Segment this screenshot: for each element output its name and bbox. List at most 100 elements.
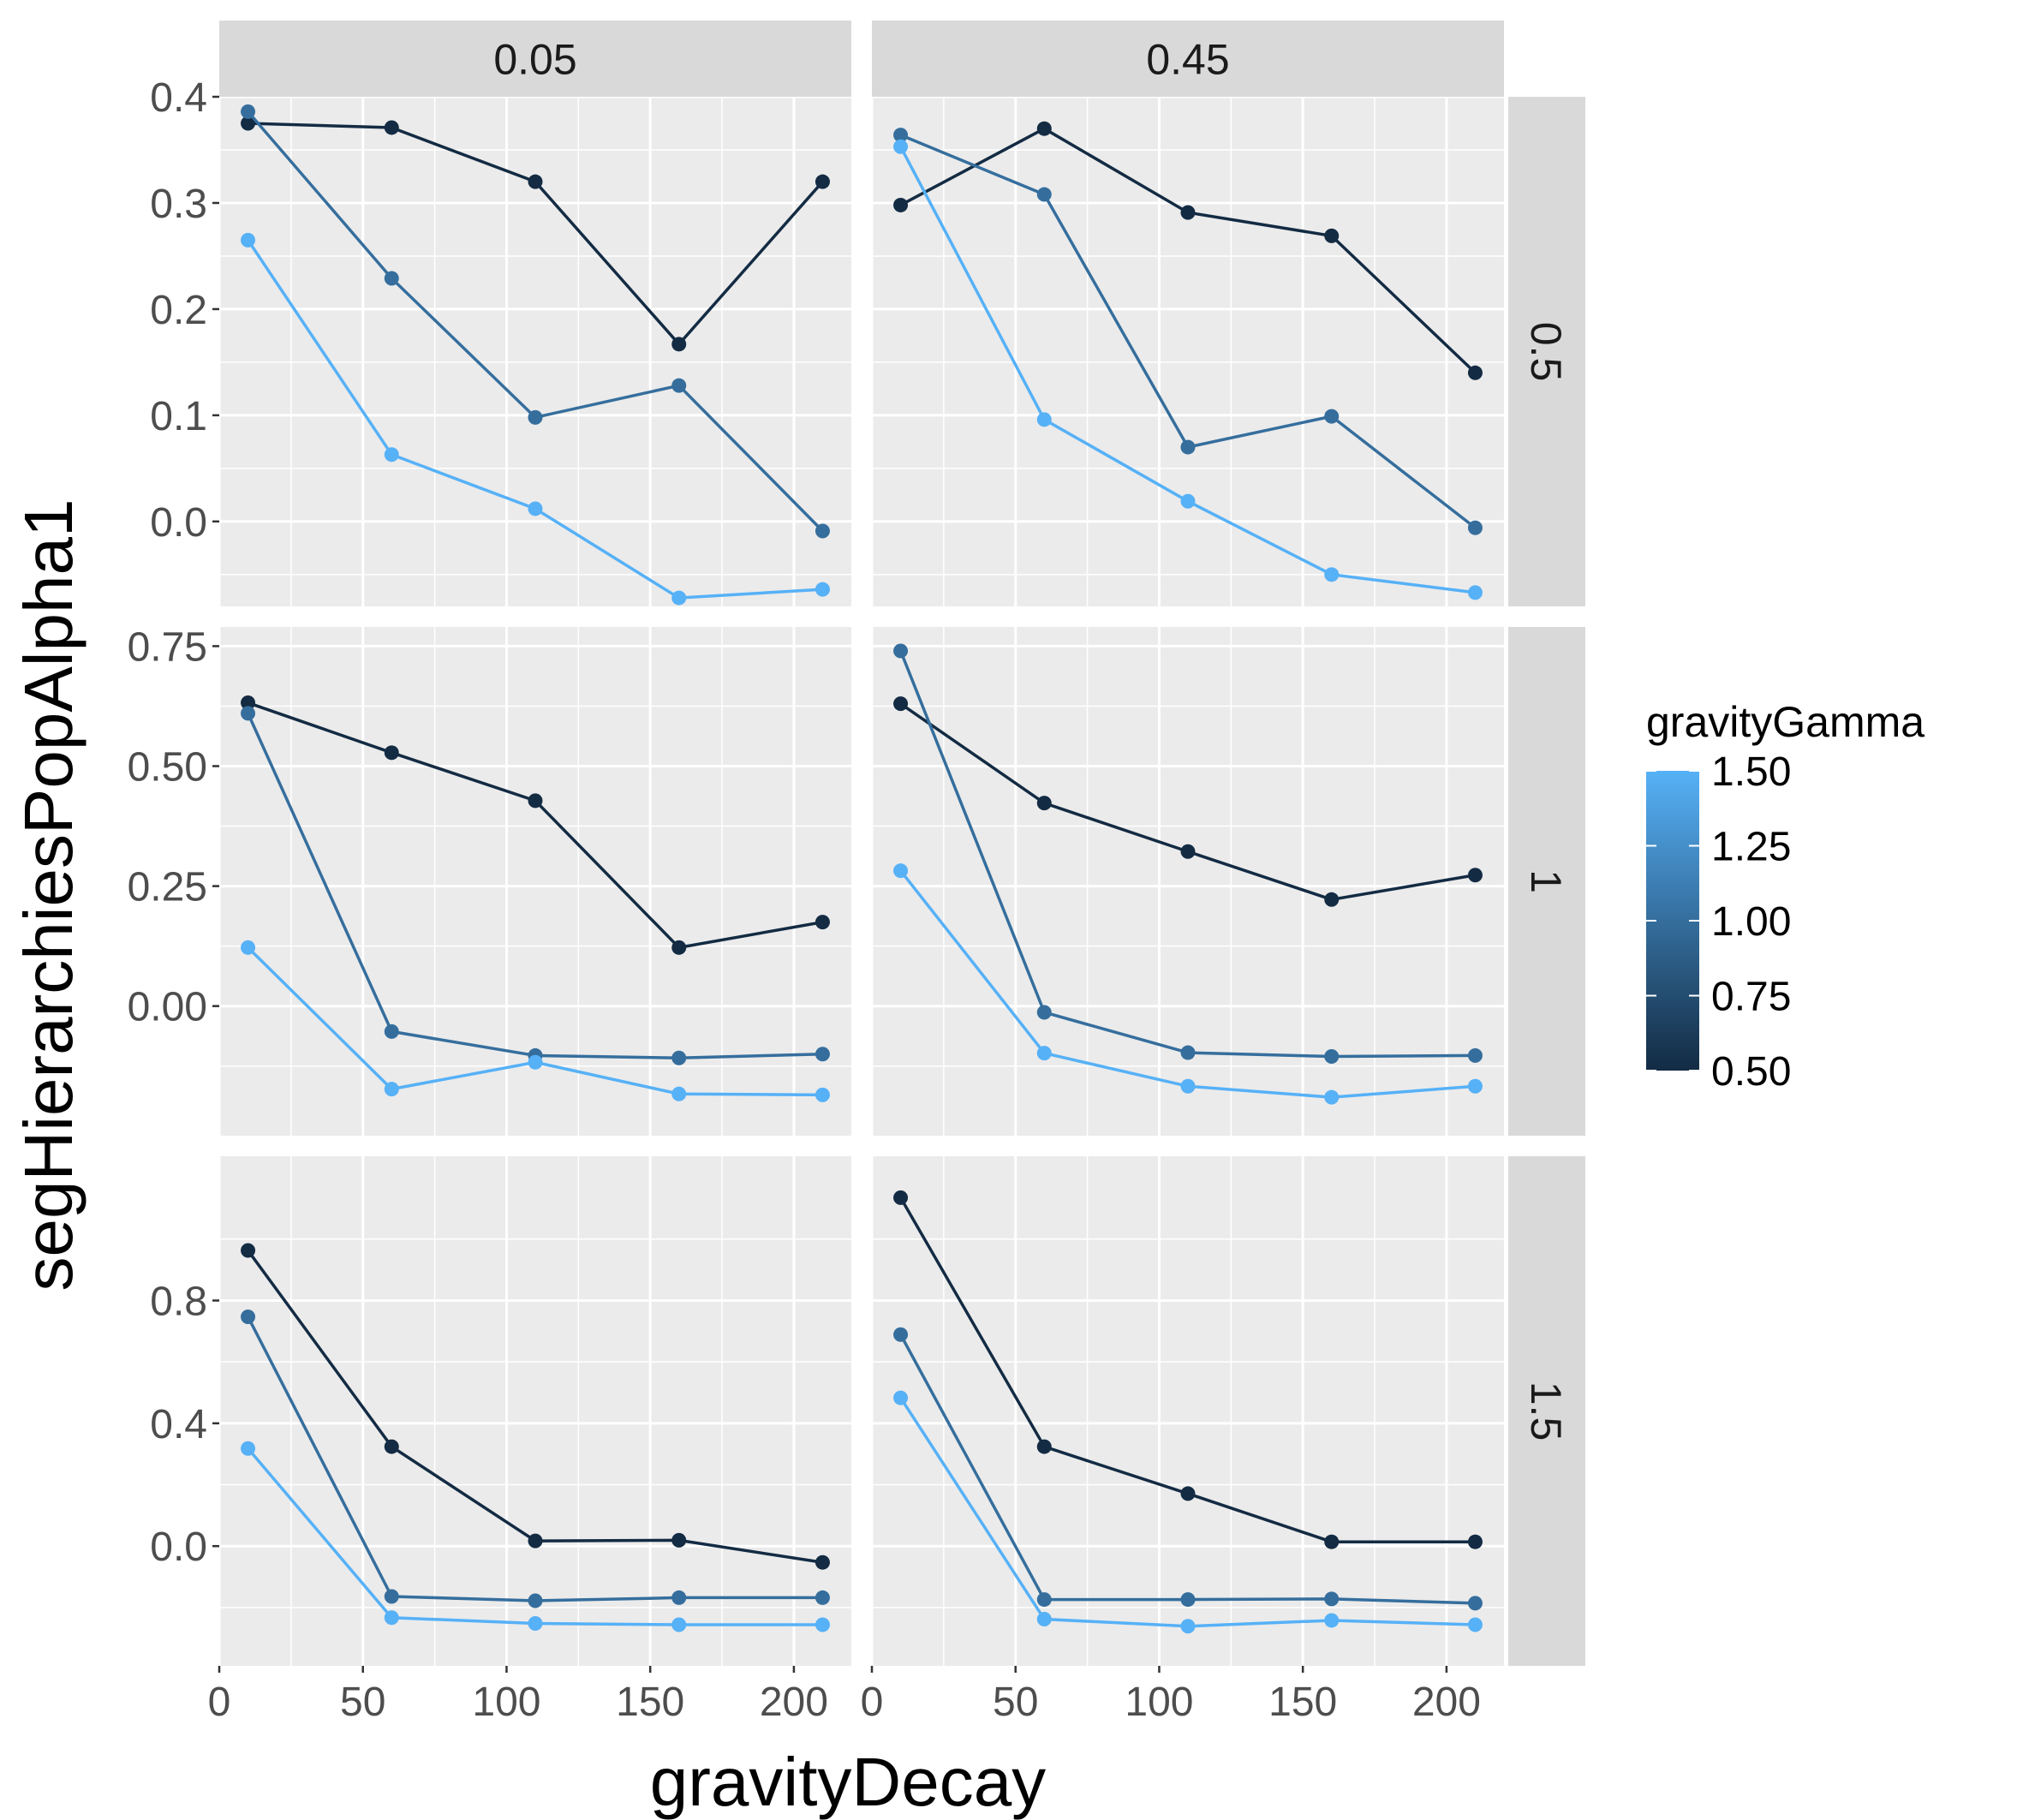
data-point: [1324, 1613, 1340, 1628]
data-point: [1467, 585, 1483, 600]
axes: 0.0 0.1 0.2 0.3 0.4 0.00 0.25 0.50 0.75 0.0 0.4 0.8…: [128, 75, 1481, 1725]
legend-break-label: 1.00: [1711, 899, 1791, 945]
y-tick-label: 0.0: [150, 1525, 207, 1570]
data-point: [241, 1441, 256, 1456]
data-point: [815, 1087, 830, 1102]
data-point: [1467, 868, 1483, 883]
data-point: [1467, 520, 1483, 535]
data-point: [815, 523, 830, 539]
data-point: [815, 1590, 830, 1605]
y-tick-label: 0.2: [150, 288, 207, 333]
x-tick-label: 50: [993, 1680, 1038, 1725]
y-tick-label: 0.8: [150, 1279, 207, 1324]
data-point: [241, 1309, 256, 1324]
data-point: [893, 863, 909, 879]
x-tick-label: 100: [1125, 1680, 1193, 1725]
data-point: [1324, 1534, 1340, 1549]
panel-background: [872, 1156, 1504, 1666]
right-strip-background: [1508, 97, 1585, 606]
data-point: [893, 128, 909, 143]
data-point: [671, 1617, 687, 1632]
panel-0-1: [218, 627, 851, 1136]
right-strip-background: [1508, 627, 1585, 1136]
data-point: [384, 1610, 399, 1626]
data-point: [671, 1590, 687, 1605]
data-point: [1180, 1078, 1196, 1094]
data-point: [1180, 205, 1196, 220]
data-point: [1180, 493, 1196, 509]
data-point: [671, 337, 687, 352]
data-point: [1036, 1612, 1052, 1627]
data-point: [1180, 439, 1196, 455]
x-tick-label: 200: [760, 1680, 828, 1725]
data-point: [893, 1327, 909, 1342]
data-point: [384, 1082, 399, 1097]
data-point: [893, 139, 909, 154]
y-tick-label: 0.4: [150, 1402, 207, 1447]
y-tick-label: 0.1: [150, 394, 207, 439]
y-tick-label: 0.25: [128, 865, 207, 910]
data-point: [1467, 1078, 1483, 1094]
data-point: [893, 197, 909, 212]
data-point: [1180, 1486, 1196, 1501]
legend-title: gravityGamma: [1646, 698, 1925, 746]
y-tick-label: 0.0: [150, 500, 207, 546]
data-point: [815, 174, 830, 189]
data-point: [1036, 1046, 1052, 1061]
legend-break-label: 0.50: [1711, 1049, 1791, 1095]
right-strip-background: [1508, 1156, 1585, 1666]
data-point: [528, 409, 543, 425]
data-point: [671, 378, 687, 393]
data-point: [528, 1054, 543, 1070]
data-point: [1467, 1047, 1483, 1063]
data-point: [815, 1047, 830, 1062]
facet-panels: [218, 95, 1504, 1666]
data-point: [1324, 1049, 1340, 1065]
data-point: [241, 940, 256, 955]
panel-background: [872, 97, 1504, 606]
x-tick-label: 150: [616, 1680, 684, 1725]
data-point: [815, 582, 830, 597]
data-point: [1036, 1592, 1052, 1608]
top-strip-background: [219, 21, 851, 97]
data-point: [893, 643, 909, 659]
data-point: [241, 104, 256, 119]
right-strip-label: 0.5: [1522, 322, 1570, 382]
panel-1-0: [870, 95, 1504, 606]
data-point: [1467, 1534, 1483, 1549]
data-point: [1180, 1045, 1196, 1060]
data-point: [893, 1390, 909, 1405]
y-tick-label: 0.3: [150, 182, 207, 227]
top-strip-label: 0.45: [1146, 36, 1229, 84]
legend-break-label: 1.25: [1711, 825, 1791, 870]
y-tick-label: 0.4: [150, 75, 207, 121]
x-tick-label: 150: [1268, 1680, 1337, 1725]
data-point: [1467, 1596, 1483, 1611]
data-point: [1324, 228, 1340, 243]
legend-break-label: 0.75: [1711, 975, 1791, 1020]
data-point: [1324, 892, 1340, 907]
data-point: [241, 1243, 256, 1258]
data-point: [241, 695, 256, 711]
data-point: [528, 1616, 543, 1632]
data-point: [528, 1533, 543, 1548]
data-point: [384, 1023, 399, 1039]
data-point: [241, 116, 256, 131]
data-point: [1324, 567, 1340, 582]
data-point: [528, 793, 543, 809]
panel-background: [219, 97, 851, 606]
data-point: [671, 1050, 687, 1065]
legend: gravityGamma 1.50 1.25 1.00 0.75 0.50: [1646, 698, 1925, 1095]
data-point: [671, 1532, 687, 1548]
data-point: [384, 745, 399, 761]
x-tick-label: 200: [1412, 1680, 1481, 1725]
data-point: [384, 1589, 399, 1604]
y-tick-label: 0.00: [128, 985, 207, 1030]
data-point: [384, 271, 399, 286]
data-point: [1036, 187, 1052, 202]
data-point: [893, 1190, 909, 1205]
panel-1-1: [870, 627, 1504, 1136]
data-point: [384, 1439, 399, 1454]
data-point: [671, 1086, 687, 1101]
